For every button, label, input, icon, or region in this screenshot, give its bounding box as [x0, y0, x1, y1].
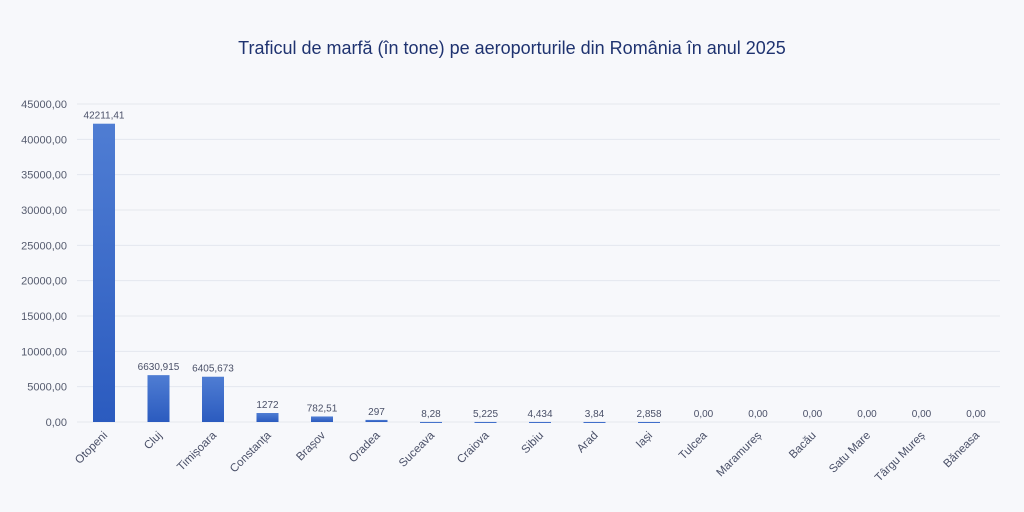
data-label: 0,00 — [748, 409, 768, 420]
y-tick-label: 25000,00 — [21, 240, 67, 252]
y-tick-label: 10000,00 — [21, 346, 67, 358]
x-tick-label: Cluj — [142, 430, 164, 452]
data-label: 0,00 — [966, 409, 986, 420]
bar-Brașov — [311, 416, 333, 422]
bar-Otopeni — [93, 123, 115, 422]
bar-Sibiu — [529, 421, 551, 423]
bar-Craiova — [474, 421, 497, 423]
x-tick-label: Iași — [634, 430, 655, 451]
y-tick-label: 40000,00 — [21, 134, 67, 146]
data-label: 4,434 — [527, 409, 552, 420]
y-tick-label: 30000,00 — [21, 205, 67, 217]
x-tick-label: Brașov — [294, 429, 328, 463]
data-label: 5,225 — [473, 409, 498, 420]
data-label: 0,00 — [694, 409, 714, 420]
x-tick-label: Craiova — [455, 429, 492, 466]
x-tick-label: Otopeni — [73, 430, 110, 467]
data-label: 2,858 — [636, 409, 661, 420]
bar-Constanța — [256, 413, 279, 422]
x-tick-label: Băneasa — [942, 429, 983, 470]
y-tick-label: 20000,00 — [21, 276, 67, 288]
x-tick-label: Oradea — [347, 429, 383, 465]
y-tick-label: 15000,00 — [21, 311, 67, 323]
data-label: 6630,915 — [138, 362, 180, 373]
y-tick-label: 35000,00 — [21, 170, 67, 182]
bar-Iași — [638, 421, 660, 423]
chart-title: Traficul de marfă (în tone) pe aeroportu… — [238, 38, 786, 58]
x-tick-label: Sibiu — [520, 430, 547, 457]
data-label: 0,00 — [803, 409, 823, 420]
data-label: 6405,673 — [192, 364, 234, 375]
x-tick-label: Bacău — [787, 430, 819, 462]
x-tick-label: Constanța — [228, 429, 274, 475]
data-label: 782,51 — [307, 403, 338, 414]
y-tick-label: 45000,00 — [21, 99, 67, 111]
x-tick-label: Târgu Mureș — [873, 429, 928, 484]
bar-Arad — [583, 421, 606, 423]
x-tick-label: Tulcea — [677, 429, 710, 462]
x-tick-label: Arad — [575, 430, 601, 456]
bar-Timișoara — [202, 376, 224, 422]
y-tick-label: 0,00 — [46, 417, 67, 429]
data-label: 1272 — [256, 400, 279, 411]
x-tick-label: Maramureș — [715, 429, 765, 479]
data-label: 0,00 — [857, 409, 877, 420]
data-label: 8,28 — [421, 409, 441, 420]
x-tick-label: Satu Mare — [827, 430, 873, 476]
bar-Suceava — [420, 421, 442, 423]
data-label: 3,84 — [585, 409, 605, 420]
data-label: 42211,41 — [84, 111, 125, 122]
data-label: 0,00 — [912, 409, 932, 420]
data-label: 297 — [368, 407, 385, 418]
bar-Oradea — [365, 419, 388, 422]
x-tick-label: Timișoara — [175, 429, 219, 473]
y-tick-label: 5000,00 — [27, 382, 67, 394]
x-tick-label: Suceava — [397, 429, 438, 470]
bar-Cluj — [147, 375, 170, 422]
